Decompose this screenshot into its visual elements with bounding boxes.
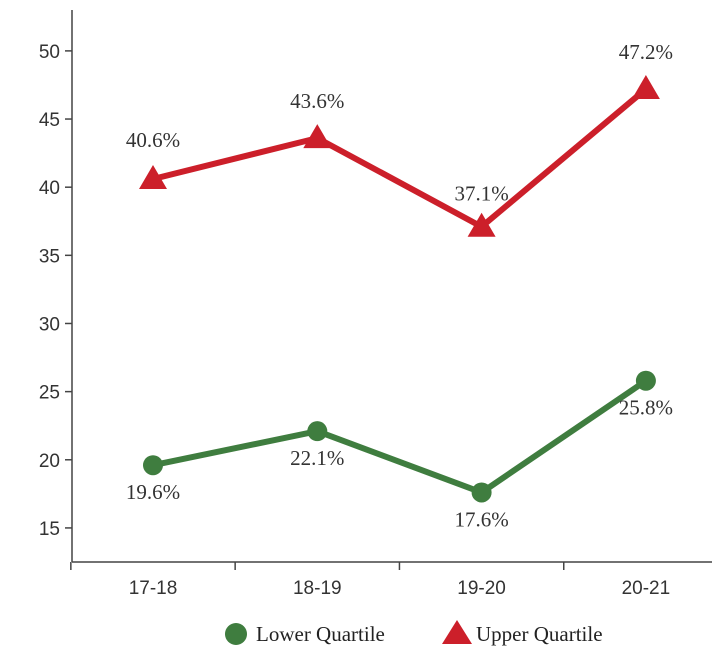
y-axis-ticks: 15 20 25 30 35 40 45 50 — [39, 42, 72, 540]
legend-item: Lower Quartile — [225, 622, 385, 646]
x-tick-label: 20-21 — [622, 578, 671, 599]
legend-label: Upper Quartile — [476, 622, 603, 646]
legend-label: Lower Quartile — [256, 622, 385, 646]
y-tick-label: 15 — [39, 519, 60, 540]
data-label: 19.6% — [126, 480, 180, 504]
y-tick-label: 50 — [39, 42, 60, 63]
y-tick-label: 35 — [39, 246, 60, 267]
series-line — [153, 381, 646, 493]
x-tick-label: 17-18 — [129, 578, 178, 599]
series-line — [153, 89, 646, 227]
legend-item: Upper Quartile — [442, 620, 603, 646]
y-tick-label: 25 — [39, 383, 60, 404]
data-label: 43.6% — [290, 89, 344, 113]
x-tick-label: 18-19 — [293, 578, 342, 599]
data-point-triangle — [303, 124, 331, 148]
data-point-triangle — [632, 75, 660, 99]
series-lower-quartile: 19.6% 22.1% 17.6% 25.8% — [126, 371, 673, 532]
data-label: 47.2% — [619, 40, 673, 64]
data-label: 22.1% — [290, 446, 344, 470]
x-tick-label: 19-20 — [457, 578, 506, 599]
data-label: 25.8% — [619, 396, 673, 420]
legend-marker-triangle — [442, 620, 472, 644]
series-layer: 19.6% 22.1% 17.6% 25.8% 40.6% 43.6% 37.1% 47.2% — [126, 40, 673, 531]
legend: Lower Quartile Upper Quartile — [225, 620, 603, 646]
x-axis-ticks: 17-18 18-19 19-20 20-21 — [71, 562, 718, 599]
data-point-circle — [636, 371, 656, 391]
y-tick-label: 45 — [39, 110, 60, 131]
data-point-circle — [307, 421, 327, 441]
y-tick-label: 40 — [39, 178, 60, 199]
data-point-circle — [472, 482, 492, 502]
data-point-circle — [143, 455, 163, 475]
series-upper-quartile: 40.6% 43.6% 37.1% 47.2% — [126, 40, 673, 237]
data-label: 40.6% — [126, 128, 180, 152]
y-tick-label: 30 — [39, 314, 60, 335]
data-label: 17.6% — [454, 507, 508, 531]
legend-marker-circle — [225, 623, 247, 645]
y-tick-label: 20 — [39, 451, 60, 472]
data-label: 37.1% — [454, 182, 508, 206]
